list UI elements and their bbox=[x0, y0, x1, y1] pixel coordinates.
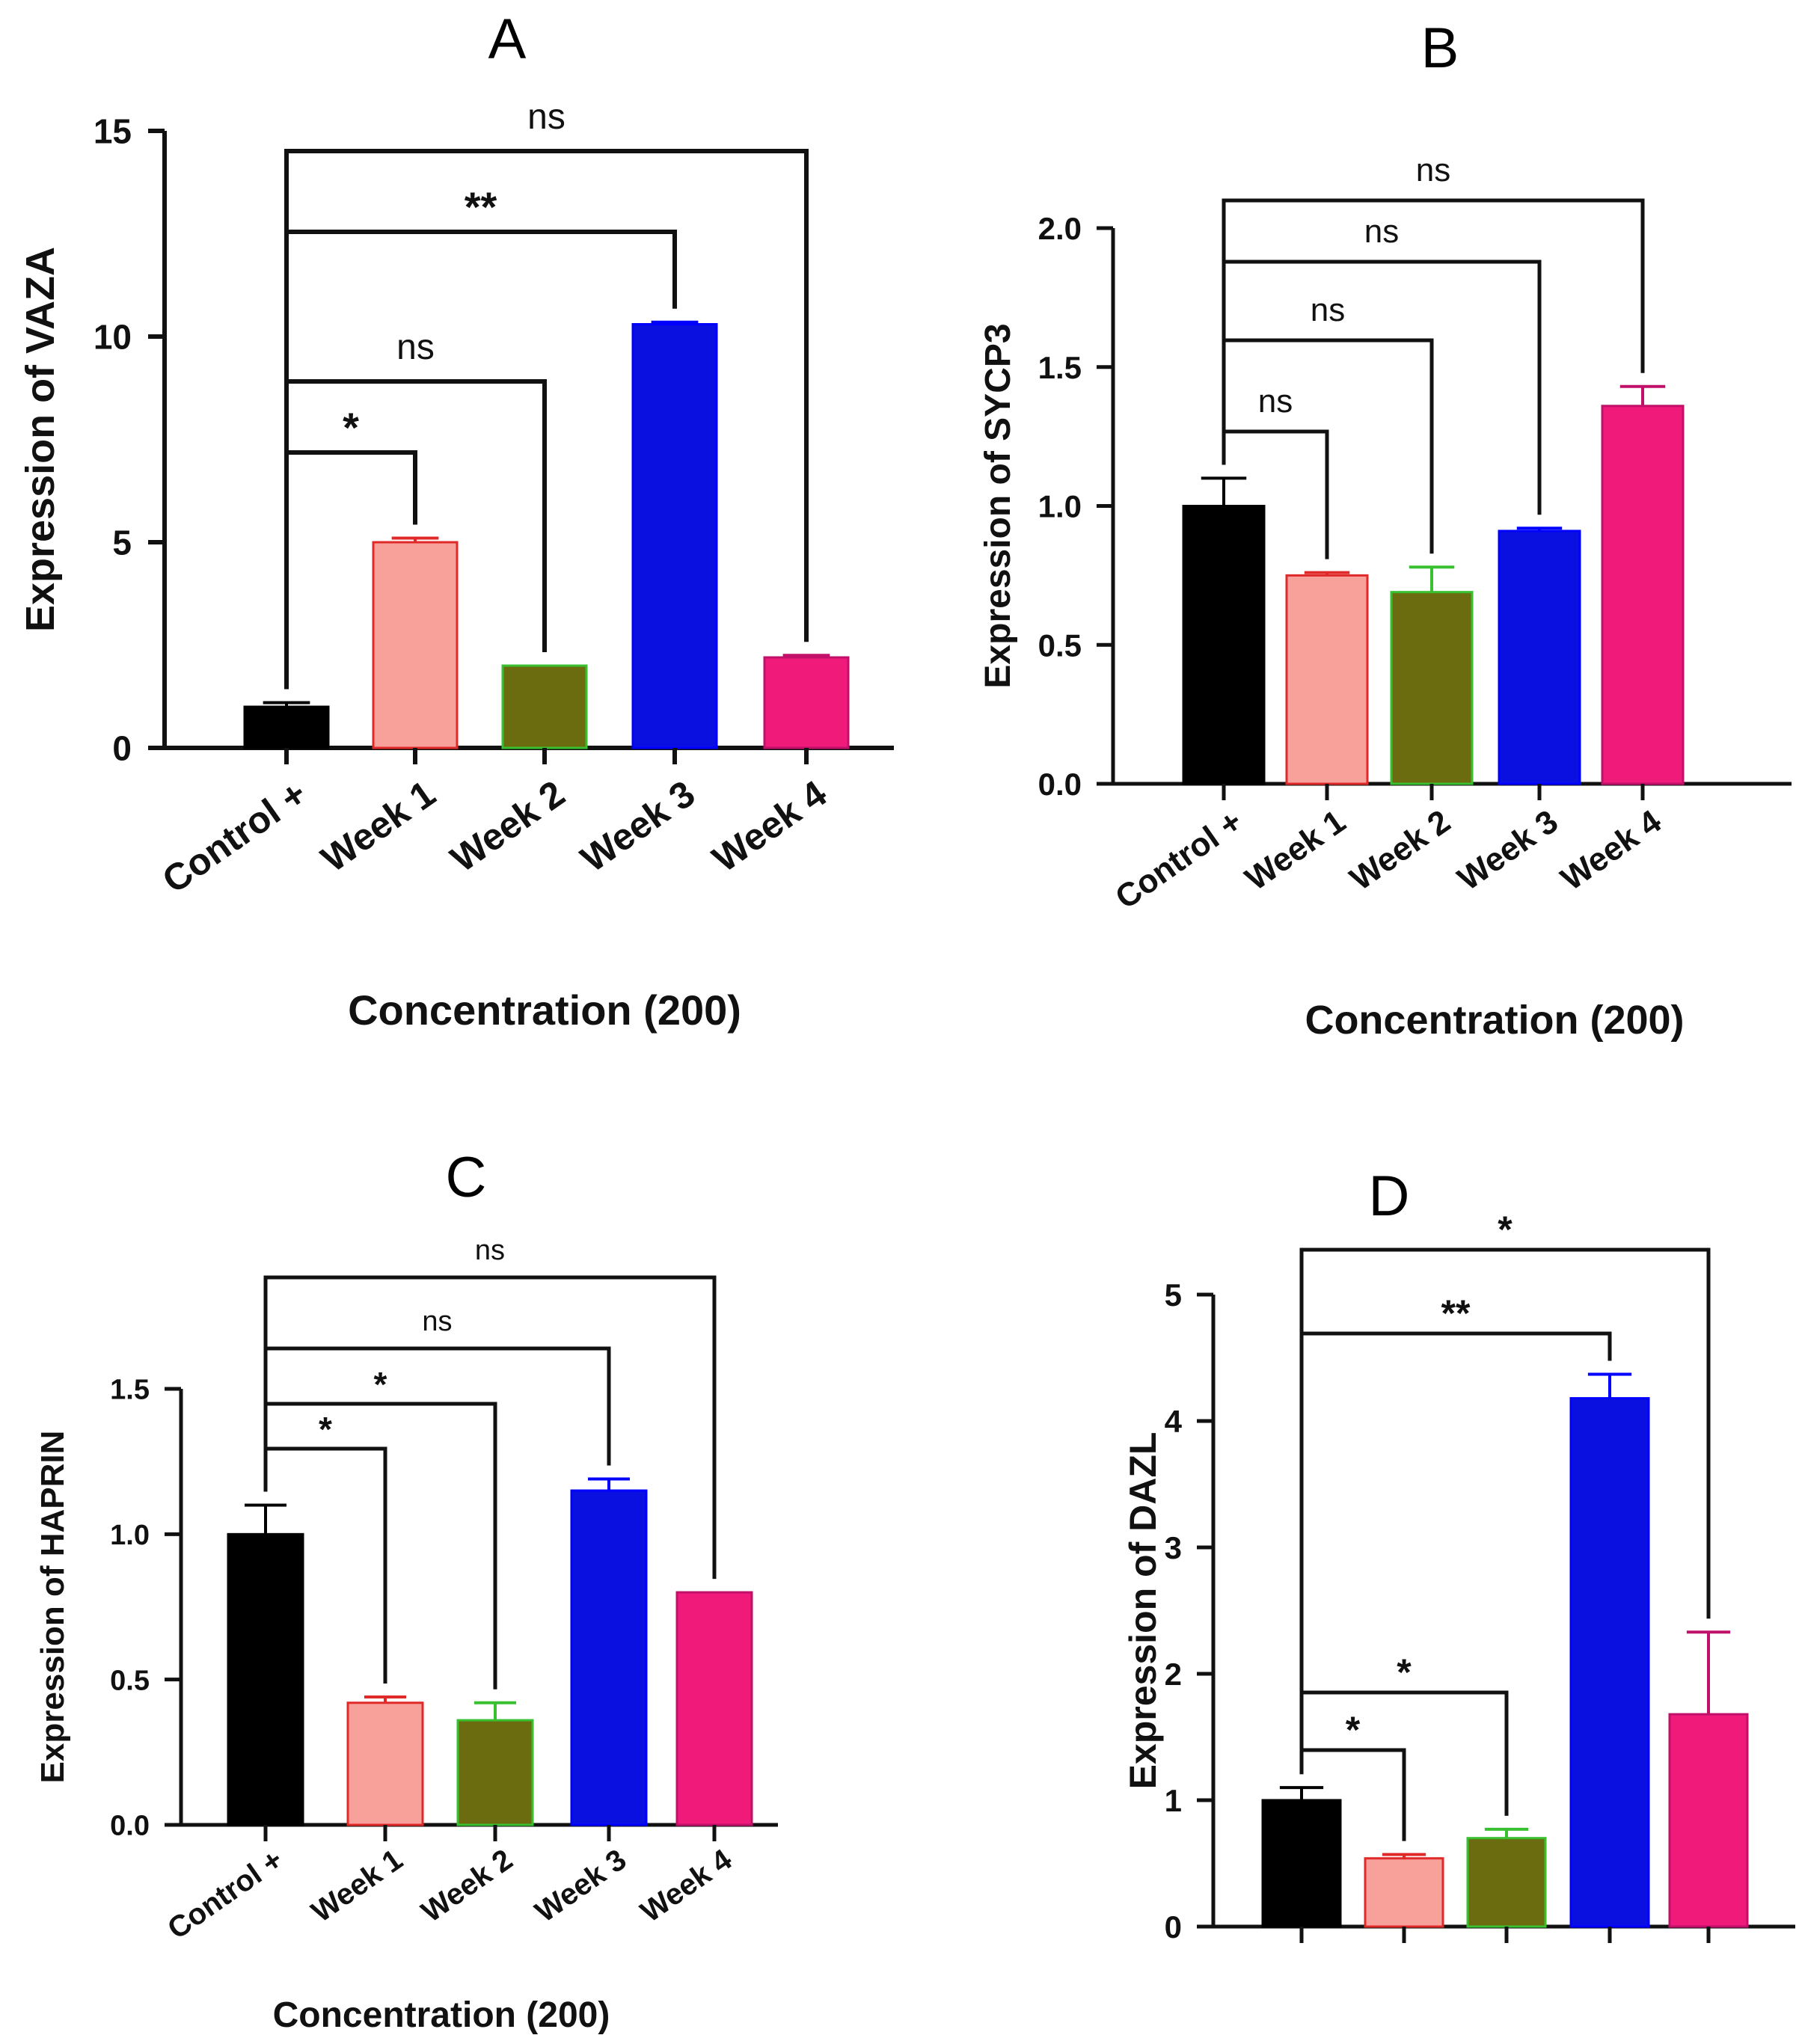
panel-a-y-tick-label: 0 bbox=[112, 729, 132, 768]
panel-a-bar bbox=[372, 541, 459, 749]
panel-a-y-tick-label: 10 bbox=[94, 318, 132, 357]
panel-c-x-axis-title: Concentration (200) bbox=[273, 1995, 610, 2035]
panel-d-significance-bracket bbox=[1299, 1331, 1612, 1775]
panel-d-bar bbox=[1364, 1857, 1444, 1928]
panel-a-significance-bracket bbox=[284, 149, 809, 690]
panel-a-letter: A bbox=[488, 7, 527, 71]
panel-d-significance-label: * bbox=[1397, 1651, 1412, 1693]
panel-c-y-tick-label: 0.5 bbox=[110, 1665, 150, 1696]
panel-d-y-tick-label: 1 bbox=[1165, 1783, 1182, 1818]
panel-c-significance-label: * bbox=[374, 1365, 387, 1404]
panel-b-bar bbox=[1390, 591, 1474, 785]
panel-a-category-label: Week 4 bbox=[705, 773, 834, 880]
panel-a-significance-label: ns bbox=[527, 97, 566, 137]
panel-b-category-label: Week 2 bbox=[1343, 803, 1457, 898]
panel-c-category-label: Week 4 bbox=[635, 1843, 738, 1929]
panel-c-significance-label: ns bbox=[422, 1306, 452, 1337]
panel-c-significance-bracket bbox=[263, 1275, 717, 1580]
panel-c-y-tick-label: 1.0 bbox=[110, 1520, 150, 1551]
panel-b-category-label: Week 1 bbox=[1239, 803, 1352, 898]
panel-d-y-tick-label: 0 bbox=[1165, 1909, 1182, 1945]
panel-c-bar bbox=[227, 1532, 304, 1826]
panel-d-significance-bracket bbox=[1299, 1247, 1711, 1775]
panel-a-category-label: Control + bbox=[155, 773, 314, 902]
panel-c-y-tick-label: 0.0 bbox=[110, 1811, 150, 1842]
panel-c-category-label: Week 2 bbox=[416, 1843, 519, 1929]
panel-d-bar bbox=[1261, 1799, 1342, 1928]
panel-a-y-axis-title: Expression of VAZA bbox=[18, 247, 63, 632]
panel-b-significance-label: ns bbox=[1364, 213, 1399, 250]
panel-b-bar bbox=[1498, 530, 1581, 785]
panel-d-y-tick-label: 4 bbox=[1165, 1404, 1183, 1439]
panel-d-significance-label: ** bbox=[1441, 1292, 1471, 1334]
panel-d-bar bbox=[1569, 1397, 1650, 1928]
panel-a-bar bbox=[501, 664, 588, 749]
panel-c-significance-label: * bbox=[319, 1410, 332, 1449]
panel-b-letter: B bbox=[1421, 16, 1459, 80]
panel-b-bar bbox=[1182, 505, 1266, 785]
panel-c-bar bbox=[346, 1701, 424, 1826]
panel-b-significance-bracket bbox=[1222, 198, 1645, 465]
panel-b-y-axis-title: Expression of SYCP3 bbox=[978, 323, 1018, 688]
panel-a-y-tick-label: 5 bbox=[112, 524, 132, 562]
panel-c-significance-label: ns bbox=[475, 1235, 505, 1266]
panel-b-significance-label: ns bbox=[1311, 292, 1345, 328]
panel-b-category-label: Control + bbox=[1109, 803, 1248, 917]
panel-a-significance-label: ns bbox=[396, 328, 435, 367]
panel-d-bar bbox=[1668, 1713, 1749, 1928]
panel-a: A 0 5 10 15 Expression of VAZA Control + Week 1… bbox=[18, 7, 894, 1034]
panel-d-significance-label: * bbox=[1498, 1209, 1513, 1250]
panel-d-y-tick-label: 3 bbox=[1165, 1530, 1182, 1565]
panel-a-bar bbox=[631, 323, 718, 749]
panel-a-bar bbox=[763, 656, 850, 749]
panel-b-category-label: Week 4 bbox=[1554, 802, 1668, 897]
panel-b-y-tick-label: 1.0 bbox=[1038, 489, 1082, 524]
panel-c: C 0.0 0.5 1.0 1.5 Expression of HAPRIN Control… bbox=[34, 1146, 778, 2035]
panel-c-bar bbox=[456, 1719, 534, 1826]
panel-b-y-tick-label: 0.0 bbox=[1038, 767, 1082, 802]
panel-d-y-tick-label: 5 bbox=[1165, 1277, 1182, 1313]
panel-b-bar bbox=[1285, 574, 1369, 785]
panel-a-significance-label: * bbox=[343, 404, 359, 451]
panel-a-category-label: Week 1 bbox=[313, 773, 443, 880]
panel-a-y-tick-label: 15 bbox=[94, 112, 132, 151]
panel-a-bar bbox=[243, 705, 330, 749]
panel-a-significance-bracket bbox=[284, 230, 677, 690]
panel-c-y-tick-label: 1.5 bbox=[110, 1375, 150, 1406]
panel-b-significance-label: ns bbox=[1416, 152, 1450, 188]
panel-b-category-label: Week 3 bbox=[1451, 803, 1565, 898]
panel-c-bar bbox=[570, 1489, 648, 1826]
panel-c-letter: C bbox=[446, 1146, 487, 1209]
panel-b-bar bbox=[1601, 405, 1685, 785]
panel-b-x-axis-title: Concentration (200) bbox=[1305, 998, 1684, 1043]
panel-a-x-axis-title: Concentration (200) bbox=[348, 986, 741, 1034]
panel-c-category-label: Control + bbox=[162, 1843, 289, 1945]
panel-a-category-label: Week 3 bbox=[573, 773, 702, 880]
panel-d-bar bbox=[1466, 1837, 1547, 1928]
panel-d-y-tick-label: 2 bbox=[1165, 1657, 1182, 1692]
panel-b-y-tick-label: 0.5 bbox=[1038, 627, 1082, 663]
panel-d-letter: D bbox=[1369, 1164, 1410, 1228]
panel-a-category-label: Week 2 bbox=[443, 773, 572, 880]
panel-c-category-label: Week 1 bbox=[306, 1843, 409, 1929]
panel-b-y-tick-label: 1.5 bbox=[1038, 350, 1082, 385]
panel-d-y-axis-title: Expression of DAZL bbox=[1122, 1432, 1164, 1790]
panel-c-significance-bracket bbox=[263, 1346, 611, 1492]
panel-c-category-label: Week 3 bbox=[530, 1843, 633, 1929]
panel-c-bar bbox=[675, 1591, 753, 1826]
panel-b-significance-label: ns bbox=[1258, 383, 1293, 420]
panel-a-significance-label: ** bbox=[465, 183, 497, 230]
panel-c-y-axis-title: Expression of HAPRIN bbox=[34, 1431, 71, 1784]
panel-b: B 0.0 0.5 1.0 1.5 2.0 Expression of SYCP3 Contr… bbox=[978, 16, 1792, 1043]
panel-b-y-tick-label: 2.0 bbox=[1038, 211, 1082, 246]
panel-d-significance-label: * bbox=[1346, 1709, 1361, 1751]
